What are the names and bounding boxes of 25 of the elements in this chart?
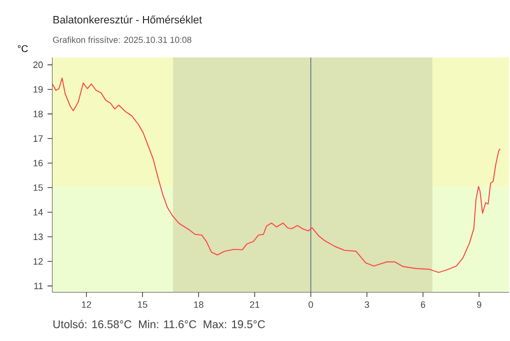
text: Utolsó: 16.58°C <box>53 320 132 328</box>
x-tick-label: 12 <box>82 301 92 308</box>
y-axis-title: °C <box>18 45 28 52</box>
text: Max: 19.5°C <box>204 320 265 328</box>
y-tick-label: 12 <box>34 258 43 265</box>
y-tick-label: 15 <box>34 184 43 191</box>
x-tick-label: 3 <box>364 301 370 308</box>
x-tick-label: 9 <box>476 301 482 308</box>
y-tick-label: 13 <box>34 234 43 240</box>
x-tick-label: 15 <box>138 301 148 308</box>
y-tick-label: 14 <box>34 209 43 216</box>
y-tick-label: 11 <box>34 282 43 290</box>
y-tick-label: 20 <box>33 62 43 68</box>
x-tick-label: 0 <box>308 301 313 308</box>
y-tick-label: 19 <box>34 86 43 93</box>
chart-title: Balatonkeresztúr - Hőmérséklet <box>53 16 202 24</box>
x-tick-label: 6 <box>420 301 426 308</box>
y-tick-label: 18 <box>34 110 43 118</box>
line-series <box>52 78 501 274</box>
y-tick-label: 16 <box>34 160 43 166</box>
x-tick-label: 18 <box>194 301 204 308</box>
y-tick-label: 17 <box>34 135 43 142</box>
text: Min: 11.6°C <box>139 320 196 328</box>
chart-subtitle: Grafikon frissítve: 2025.10.31 10:08 <box>53 36 192 44</box>
x-tick-label: 21 <box>250 301 260 308</box>
